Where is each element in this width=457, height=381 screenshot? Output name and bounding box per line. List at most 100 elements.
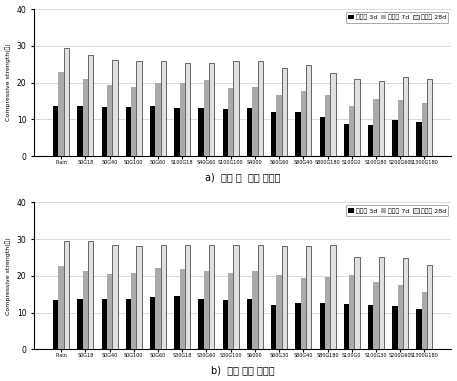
Bar <box>306 246 311 349</box>
Bar <box>155 83 161 156</box>
Bar <box>258 61 263 156</box>
Bar <box>77 106 83 156</box>
Bar <box>422 292 427 349</box>
Bar <box>161 61 166 156</box>
Bar <box>247 108 252 156</box>
Bar <box>209 245 214 349</box>
X-axis label: b)  개질 순환 잔골재: b) 개질 순환 잔골재 <box>211 365 275 375</box>
Bar <box>234 245 239 349</box>
Bar <box>344 304 349 349</box>
Bar <box>150 106 155 156</box>
Bar <box>64 48 69 156</box>
Bar <box>180 83 185 156</box>
Bar <box>349 106 355 156</box>
Bar <box>136 246 142 349</box>
Bar <box>77 299 83 349</box>
Bar <box>355 79 360 156</box>
Bar <box>83 79 88 156</box>
Bar <box>180 269 185 349</box>
Bar <box>252 271 258 349</box>
Bar <box>392 306 398 349</box>
Bar <box>301 91 306 156</box>
Bar <box>136 61 142 156</box>
Bar <box>271 112 276 156</box>
Bar <box>150 297 155 349</box>
Bar <box>319 303 325 349</box>
Bar <box>392 120 398 156</box>
Bar <box>228 273 234 349</box>
Bar <box>58 266 64 349</box>
Bar <box>416 122 422 156</box>
Bar <box>379 258 384 349</box>
Bar <box>174 108 180 156</box>
Bar <box>258 245 263 349</box>
Bar <box>131 87 136 156</box>
X-axis label: a)  개질 전  순환 잔골재: a) 개질 전 순환 잔골재 <box>205 172 281 182</box>
Bar <box>131 273 136 349</box>
Bar <box>101 299 107 349</box>
Bar <box>53 300 58 349</box>
Bar <box>319 117 325 156</box>
Bar <box>228 88 234 156</box>
Bar <box>295 112 301 156</box>
Bar <box>107 274 112 349</box>
Legend: 개질전 3d, 개질전 7d, 개질전 28d: 개질전 3d, 개질전 7d, 개질전 28d <box>345 12 448 23</box>
Bar <box>271 305 276 349</box>
Legend: 개질후 3d, 개질후 7d, 개질후 28d: 개질후 3d, 개질후 7d, 개질후 28d <box>345 205 448 216</box>
Bar <box>276 95 282 156</box>
Bar <box>398 100 403 156</box>
Bar <box>330 245 335 349</box>
Bar <box>344 124 349 156</box>
Bar <box>198 108 204 156</box>
Bar <box>427 265 432 349</box>
Bar <box>252 86 258 156</box>
Y-axis label: Compressive strength(㎊): Compressive strength(㎊) <box>5 44 11 122</box>
Bar <box>416 309 422 349</box>
Bar <box>379 82 384 156</box>
Bar <box>325 95 330 156</box>
Bar <box>427 79 432 156</box>
Bar <box>398 285 403 349</box>
Bar <box>107 85 112 156</box>
Bar <box>64 241 69 349</box>
Bar <box>112 60 117 156</box>
Bar <box>368 305 373 349</box>
Bar <box>101 107 107 156</box>
Bar <box>83 271 88 349</box>
Bar <box>403 77 408 156</box>
Bar <box>88 55 93 156</box>
Bar <box>204 271 209 349</box>
Bar <box>174 296 180 349</box>
Bar <box>53 106 58 156</box>
Bar <box>185 245 190 349</box>
Bar <box>126 299 131 349</box>
Bar <box>112 245 117 349</box>
Bar <box>247 299 252 349</box>
Bar <box>155 268 161 349</box>
Bar <box>325 277 330 349</box>
Bar <box>373 99 379 156</box>
Bar <box>161 245 166 349</box>
Bar <box>301 278 306 349</box>
Bar <box>234 61 239 156</box>
Bar <box>276 275 282 349</box>
Bar <box>403 258 408 349</box>
Bar <box>306 64 311 156</box>
Bar <box>58 72 64 156</box>
Bar <box>295 303 301 349</box>
Bar <box>209 64 214 156</box>
Bar <box>373 282 379 349</box>
Bar <box>126 107 131 156</box>
Bar <box>282 68 287 156</box>
Bar <box>185 64 190 156</box>
Bar <box>88 241 93 349</box>
Bar <box>223 300 228 349</box>
Bar <box>223 109 228 156</box>
Bar <box>204 80 209 156</box>
Bar <box>368 125 373 156</box>
Bar <box>422 103 427 156</box>
Y-axis label: Compressive strength(㎊): Compressive strength(㎊) <box>5 237 11 315</box>
Bar <box>198 299 204 349</box>
Bar <box>349 275 355 349</box>
Bar <box>355 257 360 349</box>
